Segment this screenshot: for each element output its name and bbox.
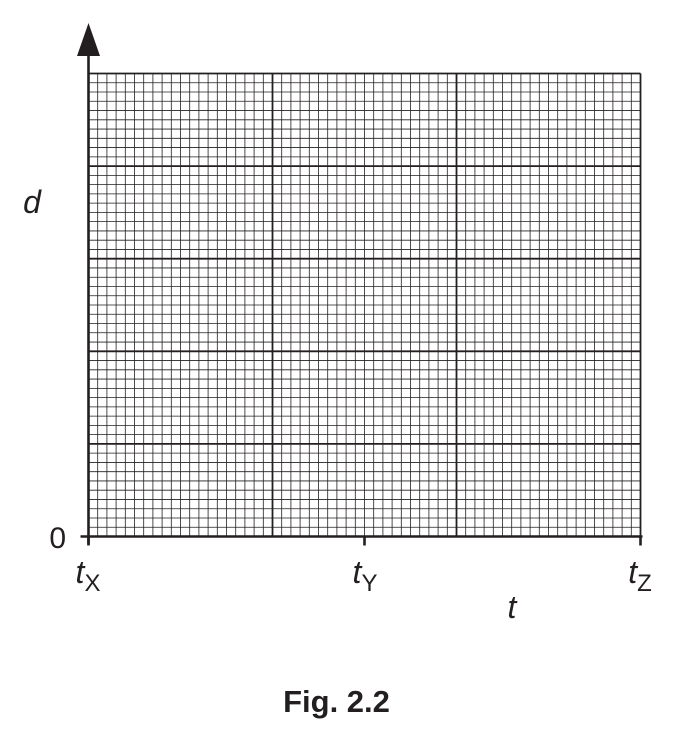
y-tick-label-0: 0 <box>49 522 66 555</box>
x-tick-label-tx-main: t <box>76 554 86 590</box>
x-tick-label-tx-sub: X <box>84 570 100 597</box>
y-axis-arrowhead <box>77 23 100 56</box>
svg-text:tX: tX <box>76 554 101 597</box>
x-tick-label-ty: tY <box>353 554 378 597</box>
x-tick-label-ty-main: t <box>353 554 363 590</box>
x-axis-ticks <box>87 536 642 546</box>
svg-text:tY: tY <box>353 554 378 597</box>
x-tick-label-tz: tZ <box>628 554 652 597</box>
x-tick-label-tx: tX <box>76 554 101 597</box>
x-tick-label-ty-sub: Y <box>361 570 377 597</box>
x-tick-label-tz-sub: Z <box>637 570 652 597</box>
x-tick-label-tz-main: t <box>628 554 638 590</box>
blank-graph: d 0 tX tY tZ t <box>23 23 652 625</box>
svg-text:tZ: tZ <box>628 554 652 597</box>
x-axis-label: t <box>508 589 518 625</box>
grid-lines <box>80 50 643 545</box>
y-axis-label: d <box>23 184 42 220</box>
figure-caption: Fig. 2.2 <box>283 684 390 719</box>
